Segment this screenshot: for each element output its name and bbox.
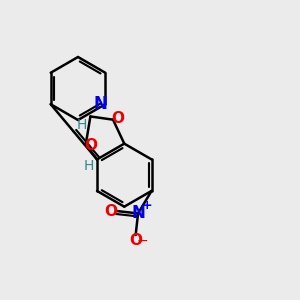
Text: O: O	[105, 203, 118, 218]
Text: N: N	[94, 95, 107, 113]
Text: +: +	[141, 199, 152, 212]
Text: −: −	[136, 233, 148, 248]
Text: O: O	[129, 233, 142, 248]
Text: N: N	[131, 204, 145, 222]
Text: H: H	[77, 118, 87, 132]
Text: O: O	[111, 111, 124, 126]
Text: H: H	[83, 159, 94, 173]
Text: O: O	[84, 138, 97, 153]
